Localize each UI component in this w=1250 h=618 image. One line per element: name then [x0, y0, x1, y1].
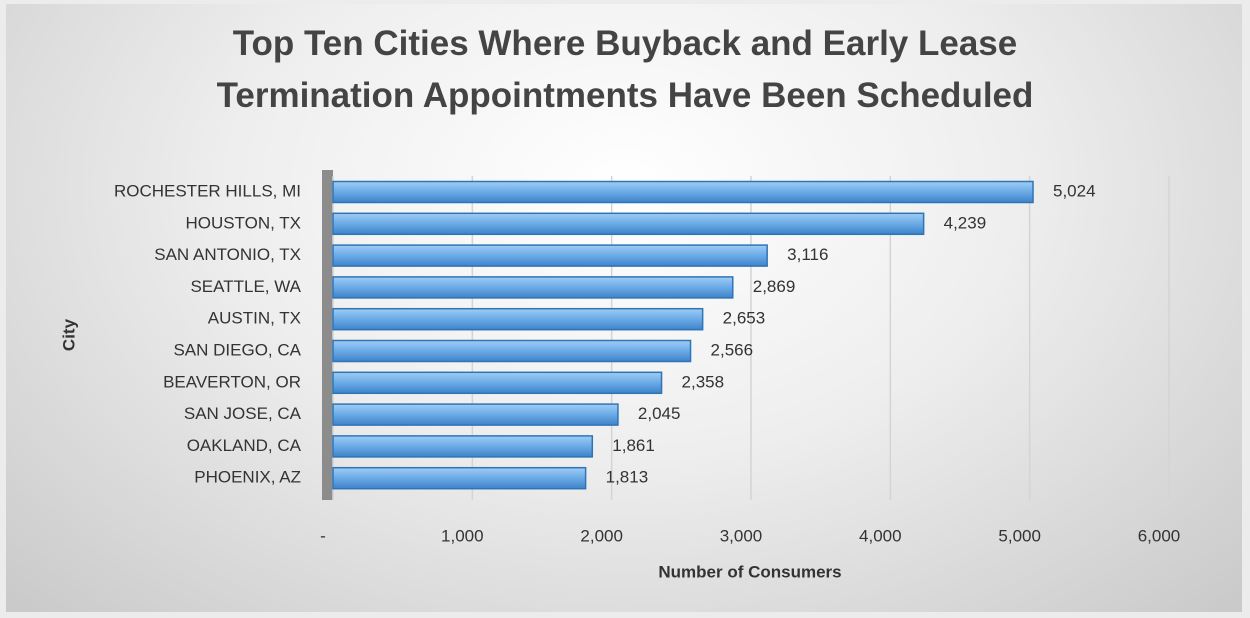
side-wall — [322, 170, 333, 500]
x-tick-label: 5,000 — [998, 526, 1041, 545]
data-label: 2,358 — [682, 372, 725, 391]
y-axis-title: City — [59, 318, 78, 351]
x-tick-label: - — [320, 526, 326, 545]
x-axis-title: Number of Consumers — [658, 562, 841, 581]
x-tick-label: 2,000 — [580, 526, 623, 545]
x-tick-label: 3,000 — [720, 526, 763, 545]
x-tick-label: 4,000 — [859, 526, 902, 545]
data-label: 1,861 — [612, 436, 655, 455]
y-tick-label: ROCHESTER HILLS, MI — [114, 181, 301, 200]
data-label: 2,869 — [753, 277, 796, 296]
bar — [332, 435, 594, 458]
bar — [332, 212, 925, 236]
y-tick-label: BEAVERTON, OR — [163, 372, 301, 391]
y-tick-label: SAN ANTONIO, TX — [154, 245, 301, 264]
data-label: 5,024 — [1053, 181, 1096, 200]
bar — [332, 180, 1034, 204]
data-label: 3,116 — [787, 245, 828, 264]
bar — [332, 371, 663, 395]
bar — [332, 403, 619, 426]
bar — [332, 466, 587, 490]
y-tick-label: AUSTIN, TX — [208, 309, 301, 328]
x-tick-label: 6,000 — [1138, 526, 1181, 545]
chart-title: Top Ten Cities Where Buyback and Early L… — [216, 24, 1034, 115]
x-tick-label: 1,000 — [441, 526, 484, 545]
data-label: 2,045 — [638, 404, 681, 423]
bar — [332, 276, 734, 299]
bar — [332, 339, 692, 363]
data-label: 1,813 — [606, 468, 649, 487]
y-tick-label: OAKLAND, CA — [187, 436, 302, 455]
y-tick-label: SAN DIEGO, CA — [173, 340, 301, 359]
y-tick-label: SEATTLE, WA — [190, 277, 301, 296]
y-tick-label: PHOENIX, AZ — [194, 468, 301, 487]
y-tick-label: SAN JOSE, CA — [184, 404, 302, 423]
data-label: 2,653 — [723, 309, 766, 328]
bar — [332, 307, 704, 331]
y-tick-label: HOUSTON, TX — [185, 213, 301, 232]
data-label: 2,566 — [711, 340, 754, 359]
bar — [332, 244, 768, 267]
data-label: 4,239 — [944, 213, 987, 232]
